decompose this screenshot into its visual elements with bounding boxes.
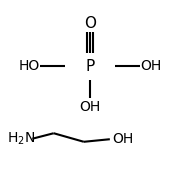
Text: P: P [85, 59, 95, 74]
Text: H$_2$N: H$_2$N [7, 131, 35, 147]
Text: OH: OH [141, 60, 162, 73]
Text: OH: OH [113, 132, 134, 146]
Text: O: O [84, 16, 96, 31]
Text: HO: HO [18, 60, 39, 73]
Text: OH: OH [79, 100, 101, 114]
